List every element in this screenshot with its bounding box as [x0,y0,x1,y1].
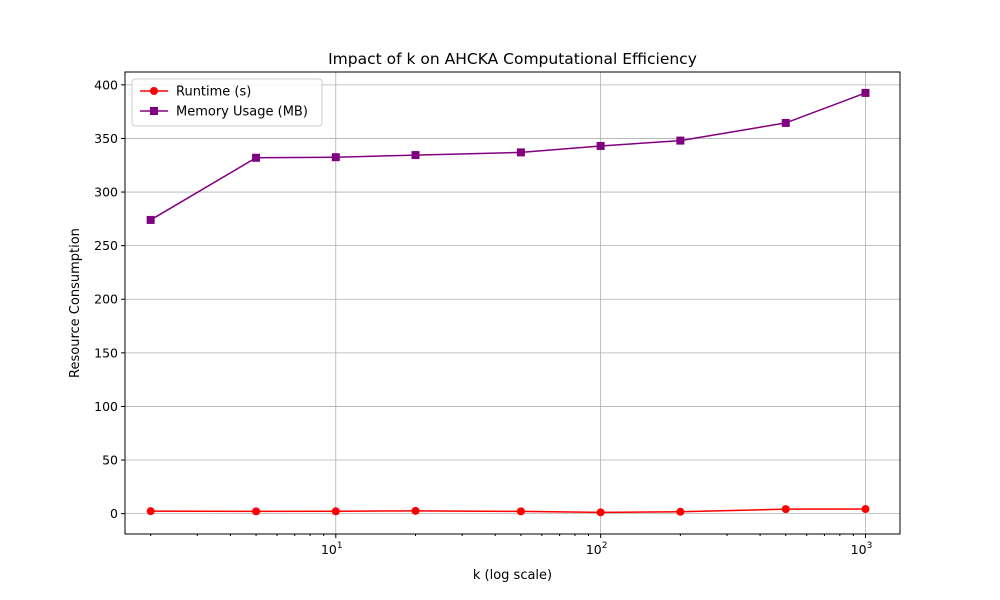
data-point [861,88,870,97]
x-tick-label: 103 [851,541,873,557]
data-point [411,506,420,515]
legend: Runtime (s) Memory Usage (MB) [131,78,323,127]
data-point [596,141,605,150]
x-axis-label: k (log scale) [473,568,552,583]
data-point [146,507,155,516]
data-point [516,148,525,157]
data-point [676,507,685,516]
data-point [252,153,261,162]
data-point [596,508,605,517]
y-tick-label: 0 [110,506,118,521]
series-2 [146,88,870,224]
data-point [331,153,340,162]
y-tick-label: 300 [94,185,118,200]
y-tick-label: 350 [94,131,118,146]
y-tick-label: 200 [94,292,118,307]
axis-ticks: 0 50 100 150 200 250 300 350 400 101 102 103 [94,77,872,557]
series-layer [146,88,870,517]
legend-label: Runtime (s) [176,85,251,100]
legend-label: Memory Usage (MB) [176,105,308,120]
chart-title: Impact of k on AHCKA Computational Effic… [328,50,697,68]
data-point [781,505,790,514]
legend-box [131,78,323,127]
y-tick-label: 100 [94,399,118,414]
data-point [411,151,420,160]
data-point [861,505,870,514]
data-point [252,507,261,516]
data-point [146,215,155,224]
data-point [676,136,685,145]
data-point [516,507,525,516]
series-1 [146,505,870,517]
y-axis-label: Resource Consumption [68,228,83,378]
legend-marker [150,107,158,115]
legend-marker [150,87,158,95]
y-tick-label: 250 [94,238,118,253]
data-point [331,507,340,516]
data-point [781,118,790,127]
y-tick-label: 150 [94,345,118,360]
plot-frame [124,71,901,535]
x-tick-label: 102 [586,541,608,557]
y-tick-label: 400 [94,77,118,92]
x-tick-label: 101 [321,541,343,557]
y-tick-label: 50 [102,453,118,468]
